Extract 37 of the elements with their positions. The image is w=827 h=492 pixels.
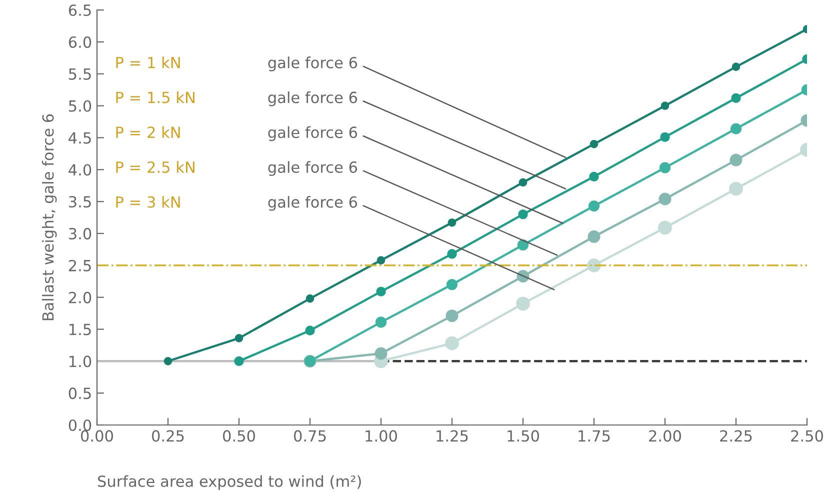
y-tick-label: 0.5 [68,388,91,400]
x-tick-label: 2.00 [649,430,681,442]
y-axis-title: Ballast weight, gale force 6 [42,114,57,320]
x-tick-label: 1.25 [436,430,468,442]
y-tick-label: 3.0 [69,228,92,240]
x-tick-label: 0.75 [294,430,326,442]
x-tick-label: 1.75 [578,430,610,442]
annotation: P = 2 kN [116,126,180,138]
x-tick-label: 1.00 [366,430,397,442]
x-tick-label: 0.50 [223,430,255,442]
annotation: gale force 6 [268,161,358,176]
y-tick-label: 1.5 [70,324,91,336]
annotation: P = 1.5 kN [116,91,194,104]
annotation: P = 1 kN [116,56,180,68]
y-tick-label: 4.0 [68,164,92,176]
y-tick-label: 5.5 [69,68,91,80]
y-tick-label: 5.0 [69,100,92,112]
x-tick-label: 1.50 [508,430,539,442]
y-tick-label: 6.0 [68,36,92,48]
x-tick-label: 0.00 [81,430,113,442]
y-tick-label: 4.5 [68,132,91,144]
annotation: gale force 6 [268,91,358,106]
y-tick-label: 1.0 [70,356,92,368]
annotation: gale force 6 [268,56,358,72]
annotation: gale force 6 [268,196,358,211]
annotation: P = 2.5 kN [116,161,194,173]
y-tick-label: 6.5 [68,4,91,16]
x-tick-label: 0.25 [152,430,184,442]
annotation: gale force 6 [268,126,358,142]
y-tick-label: 2.5 [68,260,91,272]
annotation: P = 3 kN [116,196,180,208]
y-tick-label: 0.0 [68,419,92,432]
x-axis-title: Surface area exposed to wind (m²) [98,475,361,490]
x-tick-label: 2.25 [720,430,752,442]
x-tick-label: 2.50 [791,430,823,442]
y-tick-label: 3.5 [69,196,91,208]
y-tick-label: 2.0 [68,292,92,304]
